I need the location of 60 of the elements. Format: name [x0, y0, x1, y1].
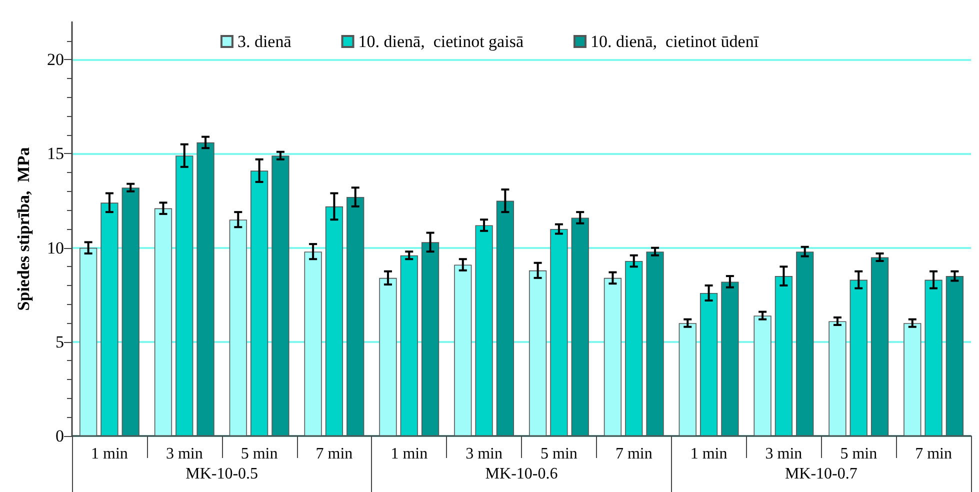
x-tick-label: 3 min: [166, 446, 203, 462]
y-tick-label: 10: [47, 238, 64, 258]
x-tick-label: 1 min: [91, 446, 128, 462]
bar: [700, 292, 718, 436]
bar: [646, 252, 664, 436]
x-tick-label: 1 min: [690, 446, 728, 462]
bar: [754, 316, 772, 436]
y-tick-label: 5: [56, 332, 64, 352]
x-tick-label: 3 min: [765, 446, 802, 462]
bar: [196, 142, 214, 436]
bar: [796, 252, 814, 436]
legend-label: 3. dienā: [237, 32, 292, 51]
x-tick-label: 5 min: [840, 446, 878, 462]
bar: [571, 218, 589, 436]
x-tick-label: 5 min: [540, 446, 578, 462]
y-tick-label: 0: [56, 426, 64, 446]
y-axis-title: Spiedes stiprība, MPa: [14, 146, 33, 311]
y-tick-label: 15: [47, 144, 64, 164]
bar: [496, 200, 514, 436]
bar: [454, 264, 472, 436]
x-tick-label: 7 min: [615, 446, 652, 462]
bar: [550, 229, 568, 436]
bar: [400, 255, 418, 436]
legend-label: 10. dienā, cietinot ūdenī: [590, 32, 759, 51]
text: MK-10-0.5: [186, 466, 258, 482]
bar: [176, 156, 194, 436]
bar: [79, 248, 98, 436]
text: MK-10-0.6: [485, 466, 558, 482]
bar: [924, 280, 942, 436]
bar: [379, 278, 397, 436]
bar: [122, 188, 140, 436]
bar: [678, 323, 696, 436]
x-tick-label: 5 min: [240, 446, 278, 462]
bar: [475, 225, 493, 436]
y-tick-label: 20: [47, 50, 64, 70]
x-tick-label: 7 min: [915, 446, 952, 462]
bar: [774, 276, 793, 436]
bar: [272, 156, 290, 436]
text: MK-10-0.7: [784, 466, 858, 482]
bar: [304, 252, 322, 436]
bar: [604, 278, 622, 436]
bar: [250, 170, 268, 436]
legend-label: 10. dienā, cietinot gaisā: [358, 32, 524, 51]
bar: [154, 208, 172, 436]
bar: [870, 257, 889, 436]
bar: [229, 220, 247, 436]
bar: [100, 202, 118, 436]
bar: [625, 260, 643, 436]
bar: [346, 197, 364, 436]
x-tick-label: 1 min: [390, 446, 428, 462]
bar: [421, 242, 440, 436]
bar: [721, 282, 739, 436]
bar: [850, 280, 868, 436]
bar: [946, 276, 964, 436]
bar: [325, 206, 344, 436]
bar: [828, 321, 846, 436]
bar: [528, 270, 547, 436]
x-tick-label: 7 min: [316, 446, 353, 462]
bar: [904, 323, 922, 436]
x-tick-label: 3 min: [466, 446, 502, 462]
